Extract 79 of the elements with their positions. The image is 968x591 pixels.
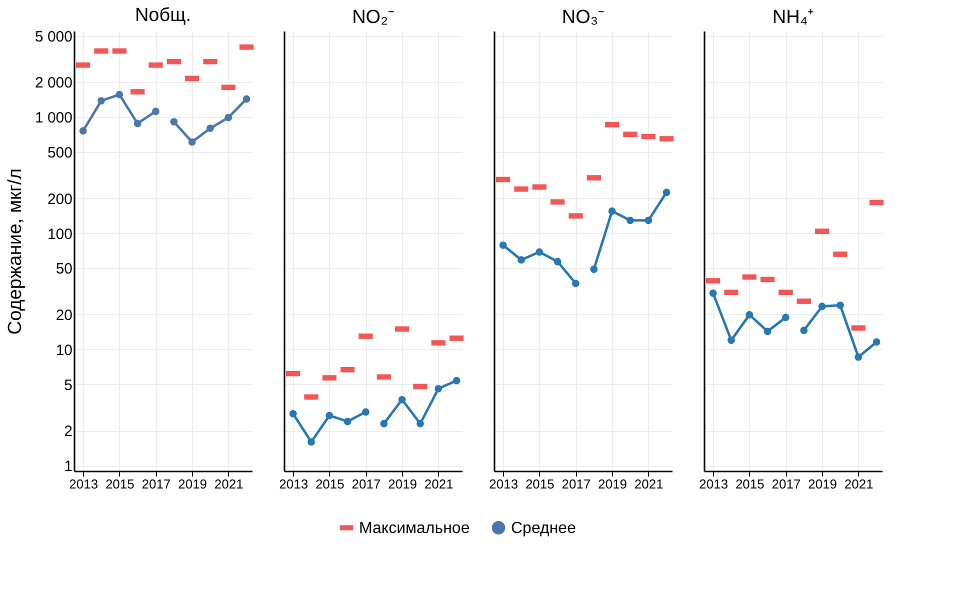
point (152, 108, 160, 116)
point (326, 412, 334, 420)
x-tick-label: 2017 (142, 476, 171, 492)
x-tick-label: 2019 (388, 476, 418, 492)
point (452, 376, 460, 384)
point (854, 353, 862, 361)
y-axis-title: Содержание, мкг/л (4, 168, 26, 335)
x-tick-label: 2013 (279, 476, 308, 492)
point (836, 302, 844, 309)
y-tick-label: 500 (47, 144, 72, 162)
x-tick-label: 2013 (489, 476, 518, 492)
point (134, 120, 142, 128)
y-tick-label: 2 (64, 423, 72, 440)
x-tick-label: 2015 (525, 476, 554, 492)
point (344, 418, 352, 426)
x-tick-label: 2017 (772, 476, 801, 492)
point (170, 118, 178, 126)
legend-label: Среднее (511, 520, 576, 537)
point (416, 420, 424, 428)
point (800, 326, 808, 334)
x-tick-label: 2021 (424, 476, 454, 492)
point (644, 216, 652, 224)
y-tick-label: 2 000 (34, 74, 72, 92)
point (98, 97, 105, 104)
y-tick-label: 5 000 (34, 28, 72, 46)
point (116, 90, 124, 98)
x-tick-label: 2015 (735, 476, 764, 492)
point (224, 114, 232, 122)
point (818, 302, 826, 310)
chart-title: Nобщ. (134, 4, 192, 26)
y-tick-label: 5 (64, 376, 72, 394)
x-tick-label: 2017 (562, 476, 591, 492)
x-tick-label: 2015 (105, 476, 134, 492)
point (764, 328, 772, 336)
point (572, 280, 580, 288)
x-tick-label: 2021 (214, 476, 244, 492)
x-tick-label: 2021 (634, 476, 664, 492)
legend-label: Максимальное (359, 520, 470, 537)
x-tick-label: 2015 (315, 476, 344, 492)
x-tick-label: 2017 (352, 476, 381, 492)
y-tick-label: 50 (56, 260, 72, 278)
point (782, 314, 790, 322)
point (608, 207, 616, 215)
chart-title: NO₃⁻ (562, 7, 604, 28)
point (626, 216, 634, 224)
point (242, 95, 250, 103)
point (554, 258, 562, 266)
point (206, 124, 214, 132)
chart-title: NO₂⁻ (352, 7, 394, 28)
x-tick-label: 2019 (808, 476, 838, 492)
y-tick-label: 1 (64, 458, 72, 476)
y-tick-label: 1 000 (34, 110, 72, 127)
point (746, 311, 754, 318)
x-tick-label: 2019 (598, 476, 628, 492)
point (362, 408, 370, 416)
point (728, 336, 735, 344)
point (872, 338, 880, 346)
point (590, 266, 598, 273)
point (662, 188, 670, 196)
point (499, 241, 507, 249)
x-tick-label: 2013 (699, 476, 728, 492)
x-tick-label: 2021 (844, 476, 874, 492)
y-tick-label: 200 (47, 190, 72, 208)
point (188, 138, 196, 146)
y-tick-label: 10 (56, 342, 72, 359)
point (308, 438, 315, 446)
x-tick-label: 2019 (178, 476, 208, 492)
point (380, 420, 388, 428)
point (709, 289, 717, 297)
point (434, 384, 442, 392)
chart-title: NH₄⁺ (772, 7, 814, 28)
point (289, 410, 297, 418)
point (536, 248, 544, 256)
point (398, 396, 406, 404)
point (518, 256, 525, 264)
point (79, 127, 87, 135)
x-tick-label: 2013 (69, 476, 98, 492)
y-tick-label: 20 (56, 306, 72, 324)
y-tick-label: 100 (47, 226, 72, 243)
